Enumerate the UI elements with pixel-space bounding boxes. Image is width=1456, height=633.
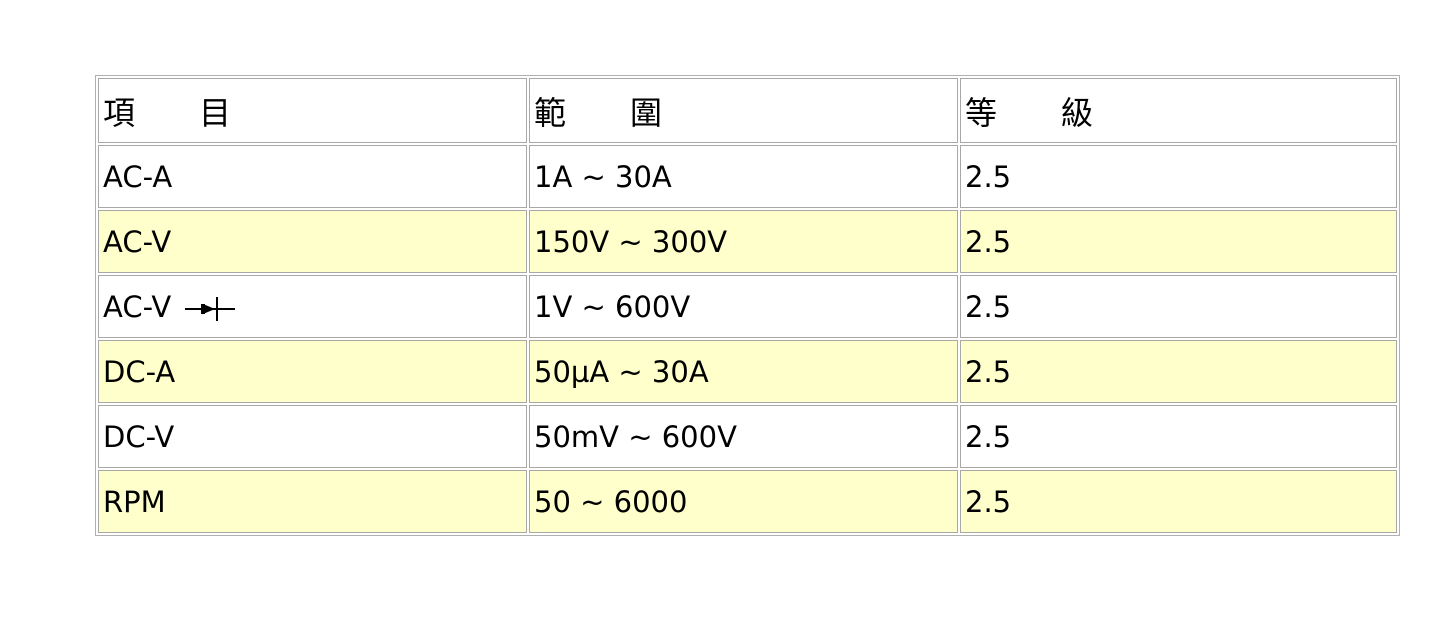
table-row: AC-V 150V ~ 300V 2.5: [98, 210, 1397, 273]
cell-text: 2.5: [965, 419, 1012, 454]
table-cell: DC-A: [98, 340, 527, 403]
cell-text: 2.5: [965, 224, 1012, 259]
header-cell: 等 級: [960, 78, 1397, 143]
table-cell: 50mV ~ 600V: [529, 405, 958, 468]
cell-text: RPM: [103, 484, 166, 519]
cell-text: DC-V: [103, 419, 175, 454]
table-row: DC-A 50µA ~ 30A 2.5: [98, 340, 1397, 403]
cell-text: 1A ~ 30A: [534, 159, 672, 194]
table-cell: 50µA ~ 30A: [529, 340, 958, 403]
cell-text: 50mV ~ 600V: [534, 419, 737, 454]
table-cell: 2.5: [960, 210, 1397, 273]
table-cell: 2.5: [960, 275, 1397, 338]
table-cell: RPM: [98, 470, 527, 533]
cell-text: AC-V: [103, 289, 172, 324]
cell-text: 2.5: [965, 159, 1012, 194]
table-cell: 2.5: [960, 470, 1397, 533]
cell-text: 50 ~ 6000: [534, 484, 688, 519]
header-cell: 範 圍: [529, 78, 958, 143]
cell-text: 2.5: [965, 484, 1012, 519]
table-cell: DC-V: [98, 405, 527, 468]
table-cell: AC-V: [98, 275, 527, 338]
cell-text: 2.5: [965, 289, 1012, 324]
table-cell: 2.5: [960, 405, 1397, 468]
cell-text: DC-A: [103, 354, 176, 389]
cell-text: AC-A: [103, 159, 173, 194]
cell-text: 50µA ~ 30A: [534, 354, 709, 389]
cell-text: AC-V: [103, 224, 172, 259]
header-row: 項 目 範 圍 等 級: [98, 78, 1397, 143]
cell-text: 1V ~ 600V: [534, 289, 691, 324]
table-row: DC-V 50mV ~ 600V 2.5: [98, 405, 1397, 468]
cell-text: 150V ~ 300V: [534, 224, 728, 259]
table-row: AC-A 1A ~ 30A 2.5: [98, 145, 1397, 208]
table-cell: 2.5: [960, 145, 1397, 208]
header-cell: 項 目: [98, 78, 527, 143]
table-cell: AC-V: [98, 210, 527, 273]
cell-text: 2.5: [965, 354, 1012, 389]
table-cell: AC-A: [98, 145, 527, 208]
table-row: RPM 50 ~ 6000 2.5: [98, 470, 1397, 533]
table-cell: 50 ~ 6000: [529, 470, 958, 533]
table-row: AC-V 1V ~ 600V 2.5: [98, 275, 1397, 338]
table-cell: 2.5: [960, 340, 1397, 403]
table-cell: 1A ~ 30A: [529, 145, 958, 208]
spec-table: 項 目 範 圍 等 級 AC-A 1A ~ 30A 2.5 AC-V 150V ~ 30…: [95, 75, 1400, 536]
table-cell: 1V ~ 600V: [529, 275, 958, 338]
table-cell: 150V ~ 300V: [529, 210, 958, 273]
diode-icon: [185, 296, 236, 321]
